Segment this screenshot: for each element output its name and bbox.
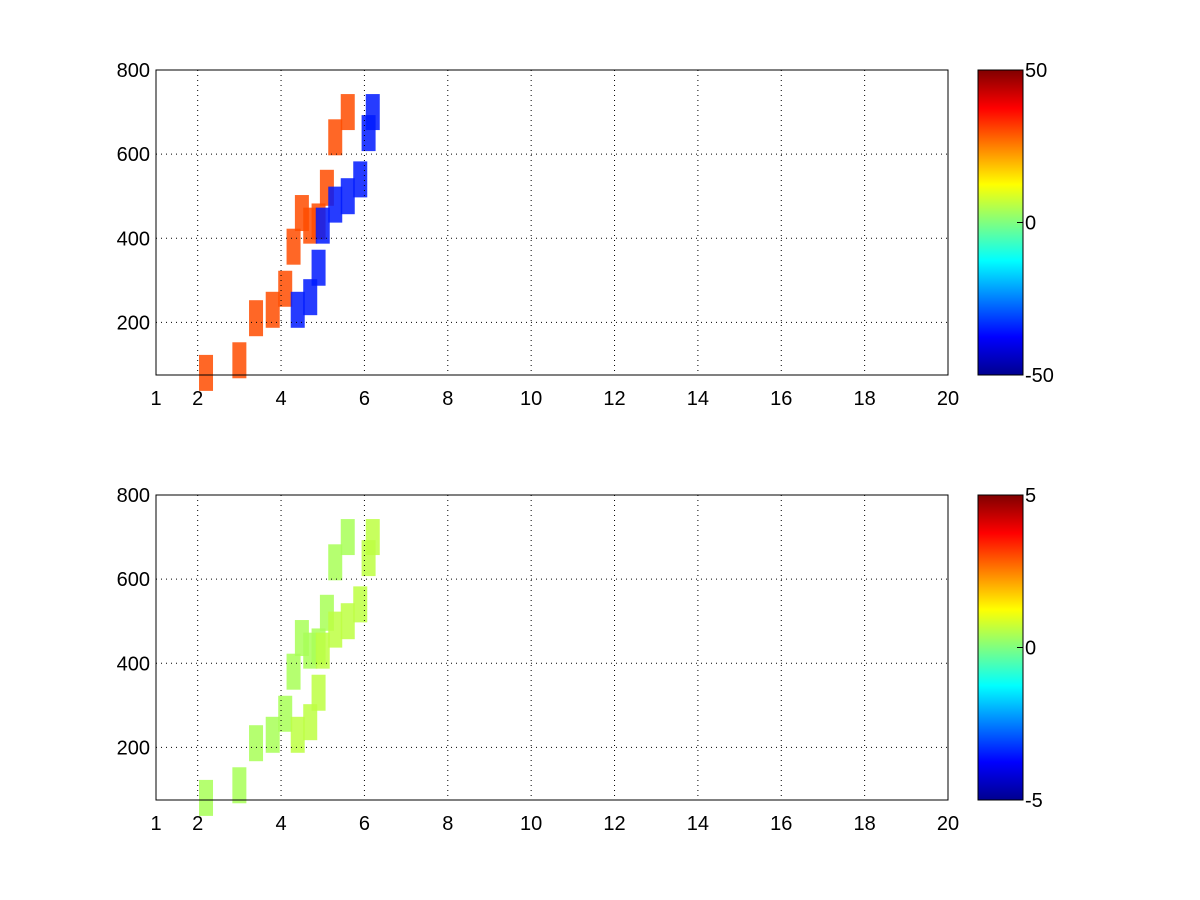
heatmap-ridges bbox=[199, 94, 380, 391]
ridge-2-cell-1 bbox=[290, 716, 305, 753]
ridge-1-cell-4 bbox=[265, 716, 280, 753]
x-tick-label: 8 bbox=[442, 813, 453, 835]
x-tick-label: 14 bbox=[687, 813, 709, 835]
colorbar-gradient bbox=[977, 69, 1024, 376]
ridge-1-cell-5 bbox=[278, 270, 293, 307]
colorbar-tick-label: 0 bbox=[1025, 638, 1036, 660]
x-tick-label: 1 bbox=[150, 388, 161, 410]
x-tick-label: 16 bbox=[770, 813, 792, 835]
colorbar: -50 0 50 bbox=[977, 60, 1054, 387]
x-tick-label: 12 bbox=[603, 388, 625, 410]
ridge-2-cell-4 bbox=[315, 632, 330, 669]
ridge-2-cell-1 bbox=[290, 291, 305, 328]
x-tick-label: 6 bbox=[359, 813, 370, 835]
ridge-2-cell-9 bbox=[365, 519, 380, 556]
ridge-1-cell-11 bbox=[328, 544, 343, 581]
x-tick-label: 14 bbox=[687, 388, 709, 410]
ridge-2-cell-7 bbox=[353, 161, 368, 198]
x-tick-label: 4 bbox=[275, 813, 286, 835]
ridge-1-cell-6 bbox=[286, 653, 301, 690]
ridge-1-cell-12 bbox=[340, 519, 355, 556]
y-tick-label: 800 bbox=[117, 485, 150, 507]
colorbar-gradient bbox=[977, 494, 1024, 801]
colorbar: -5 0 5 bbox=[977, 485, 1043, 812]
x-tick-label: 6 bbox=[359, 388, 370, 410]
ridge-2-cell-3 bbox=[311, 674, 326, 711]
ridge-2-cell-3 bbox=[311, 249, 326, 286]
x-tick-label: 1 bbox=[150, 813, 161, 835]
ridge-2-cell-5 bbox=[328, 611, 343, 648]
y-tick-label: 800 bbox=[117, 60, 150, 82]
y-tick-label: 400 bbox=[117, 653, 150, 675]
x-tick-label: 18 bbox=[854, 813, 876, 835]
axes-frame bbox=[155, 69, 949, 376]
ridge-2-cell-6 bbox=[340, 178, 355, 215]
ridge-1-cell-2 bbox=[232, 342, 247, 379]
ridge-2-cell-2 bbox=[303, 279, 318, 316]
ridge-2-cell-6 bbox=[340, 603, 355, 640]
x-tick-label: 16 bbox=[770, 388, 792, 410]
ridge-1-cell-1 bbox=[199, 354, 214, 391]
colorbar-tick-label: 50 bbox=[1025, 60, 1047, 82]
ridge-1-cell-4 bbox=[265, 291, 280, 328]
y-tick-label: 200 bbox=[117, 737, 150, 759]
colorbar-tick-label: -50 bbox=[1025, 365, 1054, 387]
y-tick-label: 200 bbox=[117, 312, 150, 334]
ridge-2-cell-7 bbox=[353, 586, 368, 623]
colorbar-tick-label: 5 bbox=[1025, 485, 1036, 507]
x-tick-label: 2 bbox=[192, 813, 203, 835]
y-tick-label: 600 bbox=[117, 569, 150, 591]
x-tick-label: 20 bbox=[937, 813, 959, 835]
x-tick-label: 10 bbox=[520, 813, 542, 835]
ridge-2-cell-9 bbox=[365, 94, 380, 131]
ridge-2-cell-4 bbox=[315, 207, 330, 244]
x-tick-label: 10 bbox=[520, 388, 542, 410]
ridge-1-cell-1 bbox=[199, 779, 214, 816]
colorbar-tick-label: 0 bbox=[1025, 213, 1036, 235]
x-tick-label: 4 bbox=[275, 388, 286, 410]
ridge-1-cell-12 bbox=[340, 94, 355, 131]
ridge-1-cell-5 bbox=[278, 695, 293, 732]
ridge-2-cell-2 bbox=[303, 704, 318, 741]
x-tick-label: 2 bbox=[192, 388, 203, 410]
ridge-2-cell-5 bbox=[328, 186, 343, 223]
heatmap-ridges bbox=[199, 519, 380, 816]
x-tick-label: 8 bbox=[442, 388, 453, 410]
ridge-1-cell-6 bbox=[286, 228, 301, 265]
y-tick-label: 400 bbox=[117, 228, 150, 250]
x-tick-label: 20 bbox=[937, 388, 959, 410]
x-tick-label: 12 bbox=[603, 813, 625, 835]
ridge-1-cell-2 bbox=[232, 767, 247, 804]
ridge-1-cell-11 bbox=[328, 119, 343, 156]
ridge-1-cell-3 bbox=[249, 725, 264, 762]
colorbar-tick-label: -5 bbox=[1025, 790, 1043, 812]
x-tick-label: 18 bbox=[854, 388, 876, 410]
axes-frame bbox=[155, 494, 949, 801]
ridge-1-cell-3 bbox=[249, 300, 264, 337]
y-tick-label: 600 bbox=[117, 144, 150, 166]
